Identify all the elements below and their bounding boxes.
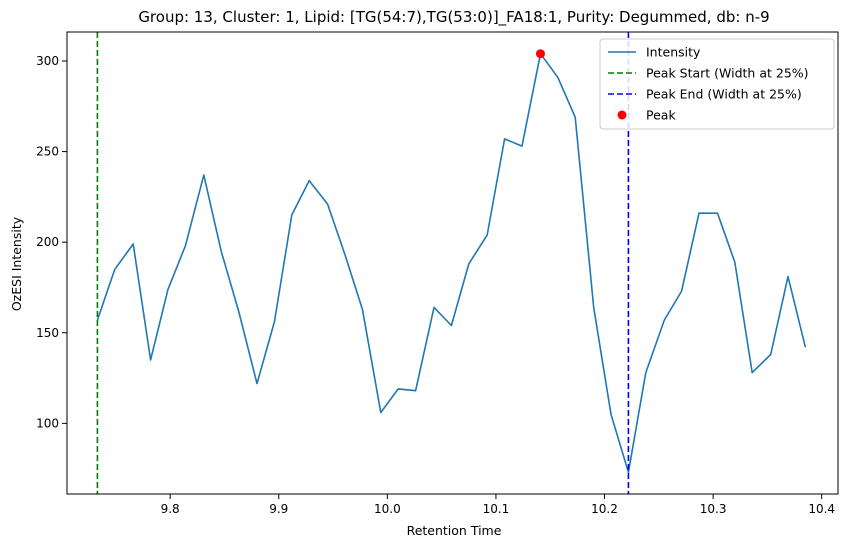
y-tick-label: 100 (36, 416, 59, 430)
legend-label: Peak Start (Width at 25%) (646, 66, 809, 81)
y-axis-label: OzESI Intensity (9, 216, 24, 311)
axes: 9.8 9.9 10.0 10.1 10.2 10.3 10.4 100 150 200 250 30… (36, 31, 839, 516)
y-tick-label: 200 (36, 235, 59, 249)
y-tick-label: 250 (36, 145, 59, 159)
legend-label: Intensity (646, 45, 701, 60)
x-tick-label: 9.8 (161, 502, 180, 516)
chart-title: Group: 13, Cluster: 1, Lipid: [TG(54:7),… (138, 8, 769, 27)
legend-label: Peak End (Width at 25%) (646, 87, 802, 102)
x-tick-label: 9.9 (269, 502, 288, 516)
legend-swatch-peak (617, 110, 627, 120)
x-tick-label: 10.0 (374, 502, 401, 516)
y-tick-label: 150 (36, 326, 59, 340)
legend-label: Peak (646, 108, 676, 123)
axes-frame (66, 31, 839, 495)
peak-marker (535, 49, 545, 59)
legend-box (599, 38, 835, 130)
x-tick-label: 10.3 (700, 502, 727, 516)
x-tick-label: 10.4 (808, 502, 835, 516)
x-tick-label: 10.2 (591, 502, 618, 516)
x-axis-label: Retention Time (407, 523, 502, 538)
series-intensity-line (96, 52, 807, 474)
x-tick-label: 10.1 (483, 502, 510, 516)
y-tick-label: 300 (36, 54, 59, 68)
legend: Intensity Peak Start (Width at 25%) Peak E… (599, 38, 835, 130)
